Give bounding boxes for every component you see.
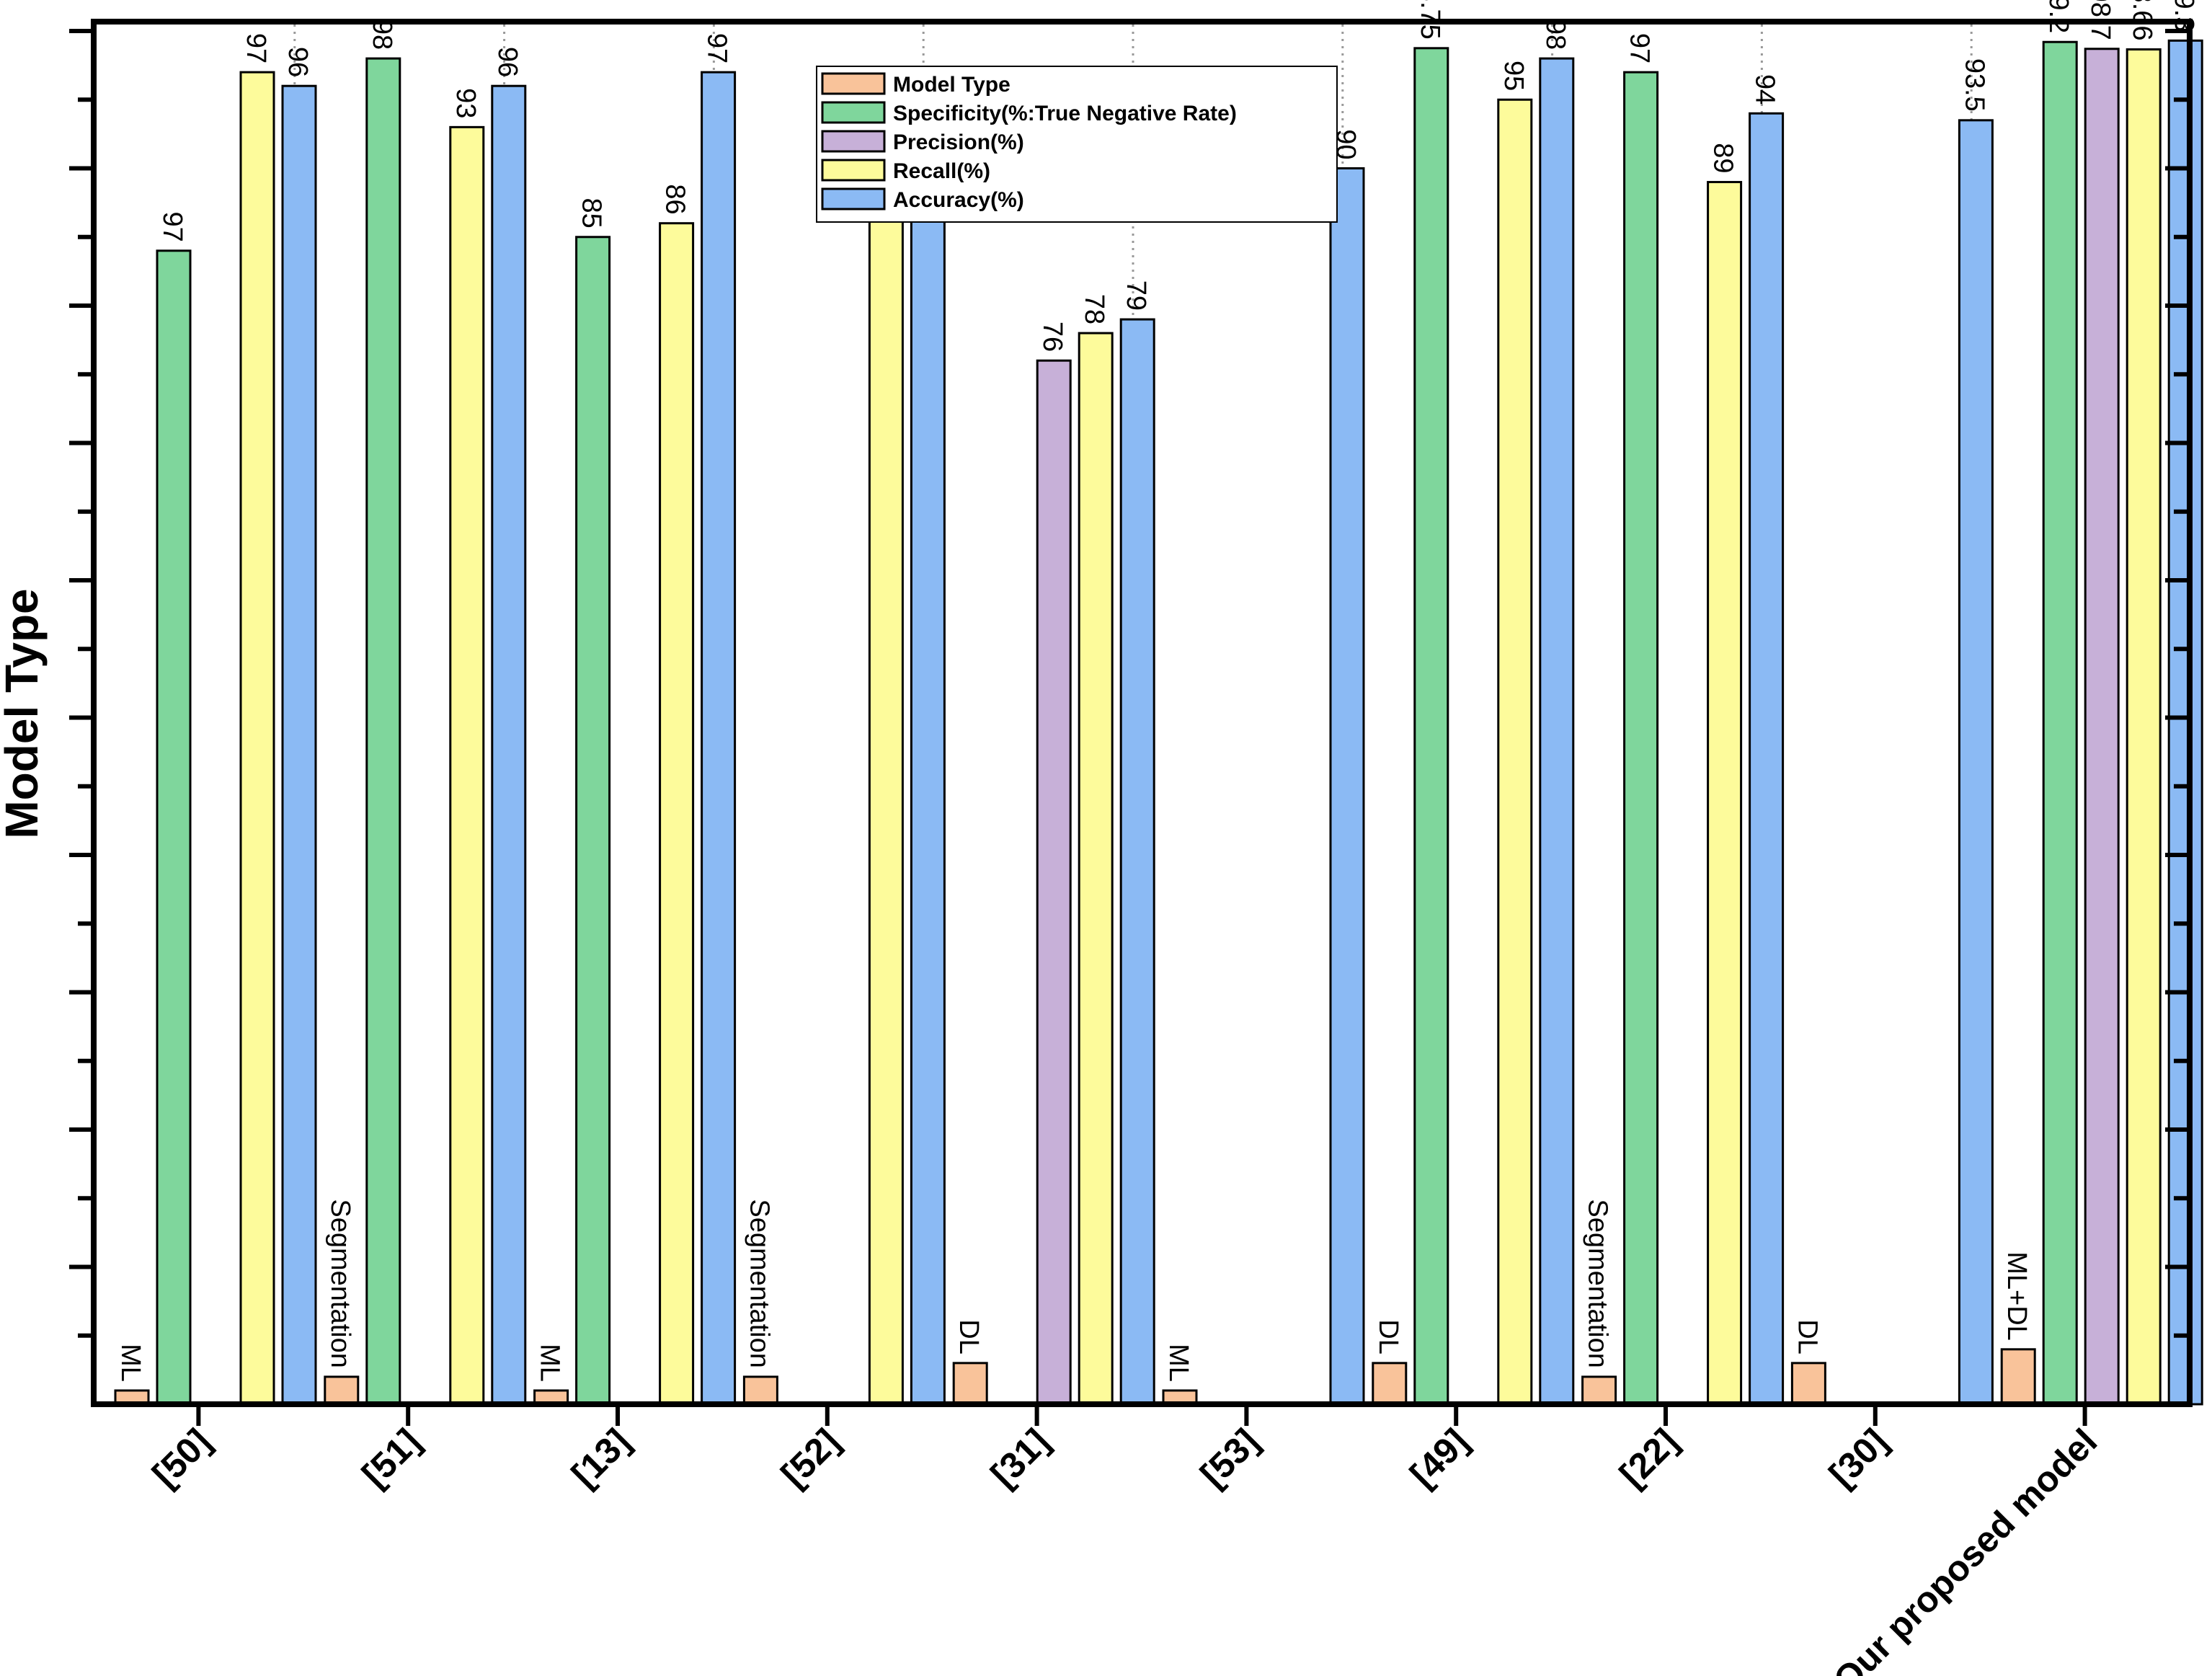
bar-recall-7	[1707, 181, 1743, 1406]
data-label: 86	[660, 184, 690, 214]
data-label: DL	[1792, 1319, 1822, 1354]
bar-model-type-6	[1372, 1362, 1408, 1406]
data-label: 93.5	[1959, 58, 1989, 112]
data-label: 97	[1625, 33, 1655, 63]
bar-accuracy-9	[2167, 39, 2203, 1406]
legend-entry: Accuracy(%)	[893, 188, 1024, 212]
bar-specificity-true-negative-rate-7	[1623, 71, 1659, 1406]
bar-accuracy-0	[281, 84, 317, 1406]
data-label: ML	[1163, 1344, 1194, 1382]
legend-swatch	[821, 130, 886, 153]
bar-specificity-true-negative-rate-9	[2042, 40, 2078, 1406]
bar-specificity-true-negative-rate-2	[575, 236, 611, 1406]
bar-model-type-3	[742, 1375, 778, 1406]
data-label: Segmentation	[325, 1199, 355, 1368]
legend-entry: Model Type	[893, 73, 1010, 97]
bar-accuracy-8	[1958, 119, 1994, 1406]
legend-entry: Precision(%)	[893, 130, 1024, 154]
bar-accuracy-2	[701, 71, 737, 1406]
data-label: 96	[492, 47, 523, 77]
bar-recall-3	[868, 201, 904, 1406]
plot-frame	[91, 19, 2193, 1407]
bar-accuracy-5	[1329, 167, 1365, 1406]
bar-recall-6	[1497, 98, 1533, 1406]
bar-precision-9	[2084, 48, 2120, 1406]
data-label: 79	[1121, 280, 1151, 311]
bar-specificity-true-negative-rate-6	[1413, 47, 1449, 1406]
legend: Model Type Specificity(%:True Negative Ra…	[816, 66, 1338, 223]
bar-recall-2	[659, 222, 695, 1406]
bar-model-type-8	[1790, 1362, 1826, 1406]
bar-accuracy-3	[910, 167, 946, 1406]
data-label: 99.3	[2169, 0, 2199, 32]
bar-accuracy-4	[1119, 318, 1155, 1406]
bar-accuracy-6	[1539, 57, 1575, 1406]
bar-precision-4	[1036, 359, 1072, 1406]
legend-entry: Recall(%)	[893, 159, 990, 183]
bar-recall-9	[2126, 48, 2162, 1406]
data-label: ML	[115, 1344, 146, 1382]
legend-box	[816, 66, 1338, 223]
bar-model-type-9	[2000, 1348, 2036, 1406]
data-label: 89	[1708, 143, 1738, 173]
data-label: 97	[157, 212, 187, 242]
data-label: 76	[1037, 322, 1067, 352]
data-label: 94	[1750, 74, 1780, 105]
data-label: ML	[535, 1344, 565, 1382]
bar-model-type-1	[324, 1375, 360, 1406]
data-label: 95	[1498, 61, 1529, 91]
data-label: 99.2	[2043, 0, 2074, 33]
bar-accuracy-7	[1749, 112, 1785, 1406]
bar-specificity-true-negative-rate-1	[365, 57, 401, 1406]
data-label: 97	[702, 33, 732, 63]
legend-entry: Specificity(%:True Negative Rate)	[893, 102, 1237, 125]
bar-accuracy-1	[491, 84, 527, 1406]
bar-specificity-true-negative-rate-0	[156, 249, 192, 1406]
y-ticks	[69, 29, 2190, 1338]
bar-recall-1	[449, 125, 485, 1406]
data-label: ML+DL	[2002, 1251, 2032, 1341]
bar-model-type-4	[952, 1362, 988, 1406]
data-label: 78	[1079, 294, 1109, 324]
data-label: 97	[241, 33, 271, 63]
data-label: DL	[954, 1319, 984, 1354]
bar-recall-0	[239, 71, 275, 1406]
bar-recall-4	[1078, 332, 1114, 1406]
data-label: DL	[1373, 1319, 1403, 1354]
data-label: Segmentation	[1583, 1199, 1613, 1368]
data-label: 93	[450, 88, 481, 118]
legend-swatch	[821, 101, 886, 124]
legend-swatch	[821, 72, 886, 95]
data-label: 96	[283, 47, 313, 77]
data-label: 85	[577, 198, 607, 228]
legend-swatch	[821, 187, 886, 210]
axes	[91, 19, 2193, 1407]
bar-model-type-7	[1581, 1375, 1617, 1406]
legend-swatch	[821, 159, 886, 182]
bars	[114, 39, 2203, 1406]
y-axis-label: Model Type	[0, 588, 48, 838]
data-label: Segmentation	[744, 1199, 774, 1368]
